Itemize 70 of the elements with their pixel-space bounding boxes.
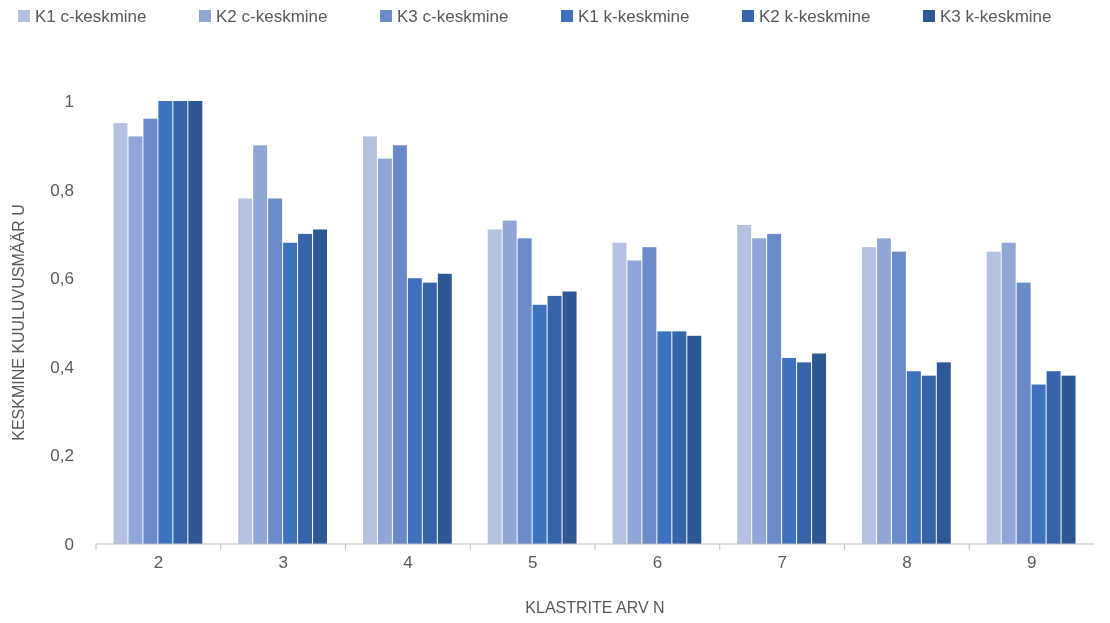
bar bbox=[547, 295, 562, 544]
bar bbox=[657, 331, 672, 544]
bar bbox=[173, 101, 188, 544]
bar bbox=[188, 101, 203, 544]
x-axis-title: KLASTRITE ARV N bbox=[525, 599, 665, 616]
bar bbox=[642, 247, 657, 544]
bar bbox=[128, 136, 143, 544]
bar bbox=[268, 198, 283, 544]
bar bbox=[737, 225, 752, 544]
legend-label: K1 k-keskmine bbox=[578, 7, 690, 26]
bar bbox=[487, 229, 502, 544]
bar bbox=[861, 247, 876, 544]
bar bbox=[891, 251, 906, 544]
bar bbox=[562, 291, 577, 544]
bar bbox=[517, 238, 532, 544]
bar bbox=[113, 123, 128, 544]
x-tick-label: 7 bbox=[777, 553, 787, 572]
bar bbox=[906, 371, 921, 544]
bar bbox=[752, 238, 767, 544]
bar bbox=[502, 220, 517, 544]
bar bbox=[687, 335, 702, 544]
y-tick-label: 0,4 bbox=[50, 357, 74, 377]
y-axis-title: KESKMINE KUULUVUSMÄÄR U bbox=[10, 204, 27, 441]
bar bbox=[921, 375, 936, 544]
x-tick-label: 4 bbox=[403, 553, 413, 572]
bar bbox=[283, 242, 298, 544]
bar bbox=[362, 136, 377, 544]
bar bbox=[377, 158, 392, 544]
y-tick-label: 0,2 bbox=[50, 446, 74, 466]
bar bbox=[936, 362, 951, 544]
x-tick-label: 9 bbox=[1026, 553, 1037, 572]
bar bbox=[986, 251, 1001, 544]
bar bbox=[1031, 384, 1046, 544]
bar bbox=[1016, 282, 1031, 544]
bar bbox=[767, 233, 782, 544]
y-tick-label: 0,8 bbox=[50, 180, 74, 200]
bar bbox=[782, 357, 797, 544]
bar bbox=[437, 273, 452, 544]
bar bbox=[1061, 375, 1076, 544]
x-tick-label: 5 bbox=[527, 553, 538, 572]
legend-label: K2 c-keskmine bbox=[216, 7, 328, 26]
x-tick-label: 2 bbox=[153, 553, 164, 572]
bar bbox=[158, 101, 173, 544]
legend-label: K3 c-keskmine bbox=[397, 7, 509, 26]
x-tick-label: 3 bbox=[278, 553, 288, 572]
bar bbox=[672, 331, 687, 544]
bar bbox=[298, 233, 313, 544]
x-tick-label: 6 bbox=[652, 553, 663, 572]
bar bbox=[407, 278, 422, 544]
bar bbox=[1046, 371, 1061, 544]
bar bbox=[238, 198, 253, 544]
bar bbox=[422, 282, 437, 544]
x-tick-label: 8 bbox=[902, 553, 912, 572]
legend-label: K1 c-keskmine bbox=[35, 7, 147, 26]
bar bbox=[797, 362, 812, 544]
bar bbox=[392, 145, 407, 544]
bar bbox=[532, 304, 547, 544]
y-tick-label: 0,6 bbox=[50, 269, 74, 289]
legend-label: K3 k-keskmine bbox=[940, 7, 1052, 26]
bar bbox=[253, 145, 268, 544]
y-tick-label: 0 bbox=[64, 535, 74, 554]
bar bbox=[1001, 242, 1016, 544]
bar bbox=[876, 238, 891, 544]
bar bbox=[612, 242, 627, 544]
y-tick-label: 1 bbox=[64, 92, 74, 111]
legend-label: K2 k-keskmine bbox=[759, 7, 871, 26]
bar bbox=[143, 118, 158, 544]
bar bbox=[812, 353, 827, 544]
bar bbox=[627, 260, 642, 544]
bar bbox=[313, 229, 328, 544]
